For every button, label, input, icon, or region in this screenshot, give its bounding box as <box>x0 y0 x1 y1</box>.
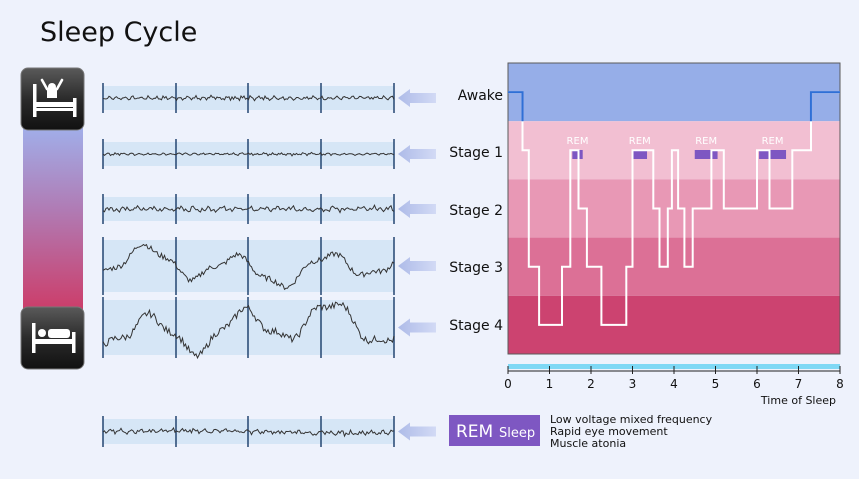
awake-person-in-bed-icon <box>20 67 85 131</box>
rem-period-4: REM <box>759 136 787 159</box>
hypnogram-line <box>508 91 840 326</box>
rem-period-2: REM <box>629 136 651 159</box>
rem-badge-main: REM <box>456 422 493 442</box>
rem-label: REM <box>695 136 717 147</box>
x-tick-label: 8 <box>836 377 844 391</box>
arrow-icon <box>398 318 436 337</box>
eeg-strip-1 <box>102 83 436 113</box>
stage-label-1: Awake <box>458 88 503 104</box>
arrow-icon <box>398 89 436 107</box>
band-awake <box>508 63 840 122</box>
x-tick-label: 7 <box>795 377 803 391</box>
x-tick-label: 3 <box>629 377 637 391</box>
rem-note-3: Muscle atonia <box>550 437 626 450</box>
x-axis-label: Time of Sleep <box>760 394 836 407</box>
eeg-trace <box>102 203 395 214</box>
x-tick-label: 2 <box>587 377 595 391</box>
rem-label: REM <box>629 136 651 147</box>
sleep-depth-gradient-bar <box>23 120 83 320</box>
arrow-icon <box>398 145 436 163</box>
x-tick-label: 0 <box>504 377 512 391</box>
eeg-trace <box>102 243 395 291</box>
rem-badge-sub: Sleep <box>499 426 535 441</box>
eeg-strip-6 <box>102 416 436 447</box>
rem-label: REM <box>567 136 589 147</box>
rem-note-1: Low voltage mixed frequency <box>550 413 713 426</box>
rem-bar <box>759 150 787 159</box>
eeg-trace <box>102 301 395 360</box>
stage-label-3: Stage 2 <box>449 203 503 219</box>
stage-label-4: Stage 3 <box>449 260 503 276</box>
rem-bar <box>694 150 718 159</box>
x-tick-label: 4 <box>670 377 678 391</box>
eeg-traces <box>102 83 436 447</box>
rem-legend: REM Sleep Low voltage mixed frequency Ra… <box>449 413 713 450</box>
awake-segment-end <box>809 91 840 122</box>
awake-segment-start <box>508 91 524 122</box>
rem-period-3: REM <box>694 136 718 159</box>
eeg-strip-5 <box>102 297 436 360</box>
eeg-strip-2 <box>102 139 436 169</box>
rem-label: REM <box>762 136 784 147</box>
eeg-strip-4 <box>102 237 436 295</box>
stage-label-5: Stage 4 <box>449 318 503 334</box>
eeg-strip-3 <box>102 194 436 224</box>
page-title: Sleep Cycle <box>40 17 197 48</box>
arrow-icon <box>398 257 436 275</box>
rem-note-2: Rapid eye movement <box>550 425 668 438</box>
sleeping-person-in-bed-icon <box>20 306 85 370</box>
chart-frame <box>507 62 841 355</box>
x-tick-label: 5 <box>712 377 720 391</box>
rem-bar <box>632 150 648 159</box>
x-tick-label: 1 <box>546 377 554 391</box>
arrow-icon <box>398 422 436 441</box>
x-tick-label: 6 <box>753 377 761 391</box>
band-stage-4 <box>508 295 840 354</box>
stage-label-2: Stage 1 <box>449 145 503 161</box>
rem-badge <box>449 415 540 446</box>
hypnogram-series <box>508 91 840 326</box>
arrow-icon <box>398 200 436 218</box>
eeg-trace <box>102 151 395 157</box>
band-stage-3 <box>508 237 840 296</box>
eeg-trace <box>102 426 395 438</box>
eeg-trace <box>102 94 395 102</box>
stage-labels: Awake Stage 1 Stage 2 Stage 3 Stage 4 <box>449 88 503 334</box>
